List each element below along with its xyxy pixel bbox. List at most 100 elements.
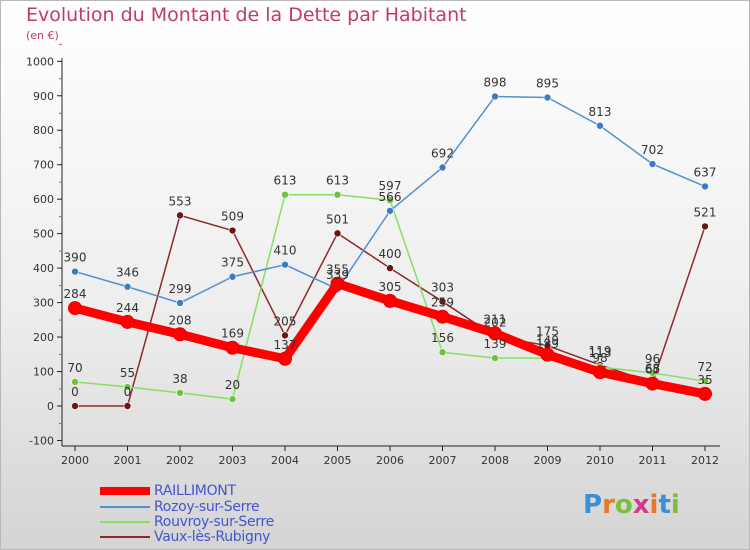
point-raillimont-2006 [383,293,397,308]
legend-swatch-vaux [100,536,150,538]
x-tick-label-3: 2003 [219,454,247,467]
y-tick-label-1: 0 [47,400,54,413]
data-label-raillimont-2008: 211 [484,312,507,326]
x-tick-label-10: 2010 [586,454,614,467]
data-label-vaux-l-s-rubigny-2001: 0 [124,385,132,399]
point-rozoy-sur-serre-2010 [596,121,604,130]
data-label-rozoy-sur-serre-2000: 390 [64,251,87,265]
data-label-rozoy-sur-serre-2001: 346 [116,266,139,280]
legend-label-rouvroy: Rouvroy-sur-Serre [154,514,274,530]
data-label-raillimont-2006: 305 [379,280,402,294]
y-tick-label-3: 200 [33,331,54,344]
point-raillimont-2011 [645,376,660,391]
point-rouvroy-sur-serre-2007 [438,348,447,357]
data-label-rozoy-sur-serre-2007: 692 [431,146,454,160]
logo-letter-3: x [632,490,650,520]
data-label-rozoy-sur-serre-2010: 813 [589,105,612,119]
data-label-rouvroy-sur-serre-2003: 20 [225,378,240,392]
y-tick-label-6: 500 [33,228,54,241]
proxiti-logo: Proxiti [583,490,680,520]
point-raillimont-2003 [225,340,240,355]
x-tick-label-2: 2002 [166,454,194,467]
x-tick-label-6: 2006 [376,454,404,467]
logo-letter-6: i [670,490,680,520]
point-raillimont-2007 [435,309,450,324]
data-label-rouvroy-sur-serre-2000: 70 [67,361,82,375]
y-tick-label-11: 1000 [26,55,54,68]
data-label-raillimont-2010: 98 [592,351,607,365]
point-vaux-l-s-rubigny-2012 [701,222,709,231]
point-rouvroy-sur-serre-2005 [333,190,342,199]
chart-subtitle: (en €) [26,29,59,42]
point-rouvroy-sur-serre-2006 [386,196,394,205]
data-label-rozoy-sur-serre-2012: 637 [694,165,717,179]
x-tick-label-1: 2001 [114,454,142,467]
data-label-vaux-l-s-rubigny-2008: 202 [484,315,507,329]
point-raillimont-2002 [173,327,187,342]
data-label-rozoy-sur-serre-2008: 898 [484,75,507,89]
data-label-rouvroy-sur-serre-2012: 72 [697,360,712,374]
point-raillimont-2009 [540,347,555,362]
point-rouvroy-sur-serre-2003 [228,395,237,403]
data-label-rouvroy-sur-serre-2011: 96 [645,352,660,366]
point-rozoy-sur-serre-2008 [491,92,499,101]
point-rouvroy-sur-serre-2011 [648,369,657,377]
data-label-rouvroy-sur-serre-2008: 139 [484,337,507,351]
y-tick-label-7: 600 [33,193,54,206]
point-rouvroy-sur-serre-2004 [281,190,289,199]
point-vaux-l-s-rubigny-2005 [333,229,342,238]
data-label-vaux-l-s-rubigny-2009: 175 [536,325,559,339]
data-label-raillimont-2012: 35 [697,373,712,387]
logo-letter-4: i [649,490,659,520]
data-label-vaux-l-s-rubigny-2003: 509 [221,210,244,224]
y-tick-label-0: -100 [29,434,54,447]
point-vaux-l-s-rubigny-2000 [71,402,79,410]
point-rouvroy-sur-serre-2000 [71,378,79,386]
point-rozoy-sur-serre-2009 [543,93,552,102]
point-rozoy-sur-serre-2011 [648,160,657,168]
data-label-vaux-l-s-rubigny-2005: 501 [326,212,349,226]
point-rozoy-sur-serre-2007 [438,163,447,172]
x-tick-label-8: 2008 [481,454,509,467]
x-tick-label-11: 2011 [639,454,667,467]
data-label-vaux-l-s-rubigny-2004: 205 [274,314,297,328]
point-rozoy-sur-serre-2003 [228,272,237,281]
x-tick-label-9: 2009 [534,454,562,467]
logo-letter-1: r [602,490,615,520]
data-label-vaux-l-s-rubigny-2000: 0 [71,385,79,399]
data-label-raillimont-2002: 208 [169,313,192,327]
point-rouvroy-sur-serre-2008 [491,354,499,362]
data-label-rouvroy-sur-serre-2009: 139 [536,337,559,351]
data-label-raillimont-2000: 284 [64,287,87,301]
chart-title: Evolution du Montant de la Dette par Hab… [26,4,467,26]
data-label-rouvroy-sur-serre-2006: 597 [379,179,402,193]
point-vaux-l-s-rubigny-2004 [281,331,289,340]
point-vaux-l-s-rubigny-2002 [176,211,184,220]
data-label-rouvroy-sur-serre-2004: 613 [274,174,297,188]
point-rozoy-sur-serre-2002 [176,299,184,307]
data-label-rozoy-sur-serre-2006: 566 [379,190,402,204]
x-tick-label-0: 2000 [61,454,89,467]
point-rouvroy-sur-serre-2012 [701,377,709,385]
point-raillimont-2008 [488,326,502,341]
y-tick-label-4: 300 [33,297,54,310]
x-tick-label-7: 2007 [429,454,457,467]
point-raillimont-2010 [593,365,607,380]
logo-letter-2: o [614,490,633,520]
point-rozoy-sur-serre-2006 [386,207,394,215]
data-label-raillimont-2007: 259 [431,296,454,310]
data-label-rozoy-sur-serre-2004: 410 [274,244,297,258]
data-label-vaux-l-s-rubigny-2010: 119 [589,344,612,358]
point-vaux-l-s-rubigny-2003 [228,226,237,235]
point-raillimont-2004 [278,351,292,366]
x-tick-label-4: 2004 [271,454,299,467]
data-label-raillimont-2005: 355 [326,263,349,277]
data-label-raillimont-2001: 244 [116,301,139,315]
data-label-rouvroy-sur-serre-2007: 156 [431,331,454,345]
data-label-vaux-l-s-rubigny-2006: 400 [379,247,402,261]
data-label-rouvroy-sur-serre-2001: 55 [120,366,135,380]
data-label-rozoy-sur-serre-2011: 702 [641,143,664,157]
point-rozoy-sur-serre-2000 [71,267,79,276]
